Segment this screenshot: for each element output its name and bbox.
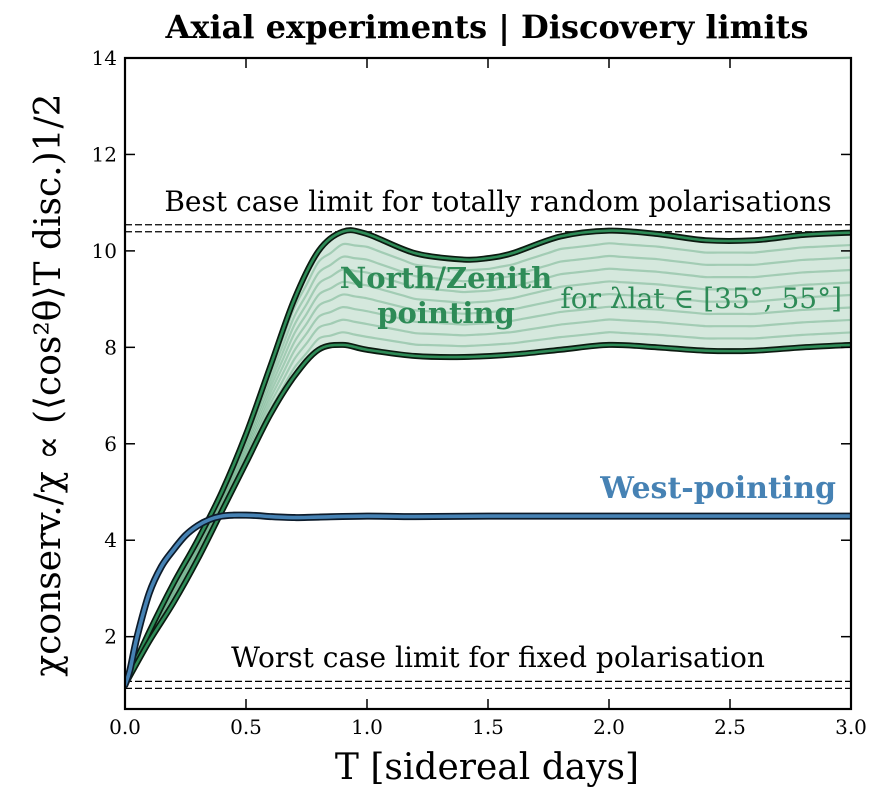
band-lower-line	[125, 343, 851, 687]
y-tick-label: 10	[92, 239, 117, 263]
x-tick-label: 2.0	[593, 715, 625, 739]
worst-case-label: Worst case limit for fixed polarisation	[231, 641, 765, 674]
x-tick-label: 0.0	[109, 715, 141, 739]
best-case-label: Best case limit for totally random polar…	[164, 185, 831, 218]
x-tick-label: 0.5	[230, 715, 262, 739]
band-inner-line-6	[125, 267, 851, 686]
chart-title: Axial experiments | Discovery limits	[165, 8, 809, 46]
y-tick-label: 14	[92, 46, 117, 70]
axes: 0.0 0.5 1.0 1.5 2.0 2.5 3.0 2 4 6 8 10 12 14	[92, 46, 867, 739]
x-tick-label: 1.5	[472, 715, 504, 739]
x-tick-label: 1.0	[351, 715, 383, 739]
y-tick-label: 12	[92, 142, 117, 166]
band-label-line-2: pointing	[377, 296, 515, 330]
band-label-line-1: North/Zenith	[340, 261, 552, 295]
y-tick-label: 4	[104, 528, 117, 552]
band-sublabel: for λlat ∈ [35°, 55°]	[560, 282, 842, 315]
band-fill	[125, 230, 851, 685]
band-label: North/Zenith pointing	[340, 261, 552, 330]
series-0-line	[125, 513, 851, 687]
band-upper-line	[125, 228, 851, 687]
x-tick-label: 2.5	[714, 715, 746, 739]
x-axis-label: T [sidereal days]	[335, 747, 639, 788]
y-tick-label: 6	[104, 432, 117, 456]
y-tick-label: 2	[104, 625, 117, 649]
plot-frame	[123, 56, 853, 711]
y-tick-label: 8	[104, 335, 117, 359]
x-tick-label: 3.0	[835, 715, 867, 739]
band-inner-line-5	[125, 280, 851, 686]
plot-area	[125, 224, 851, 690]
y-axis-label: χconserv./χ ∝ (⟨cos²θ⟩T disc.)1/2	[28, 93, 69, 676]
band-inner-line-4	[125, 293, 851, 686]
plot-content	[125, 224, 851, 690]
band-inner-line-3	[125, 305, 851, 686]
west-pointing-label: West-pointing	[599, 471, 836, 506]
band-inner-line-1	[125, 331, 851, 686]
